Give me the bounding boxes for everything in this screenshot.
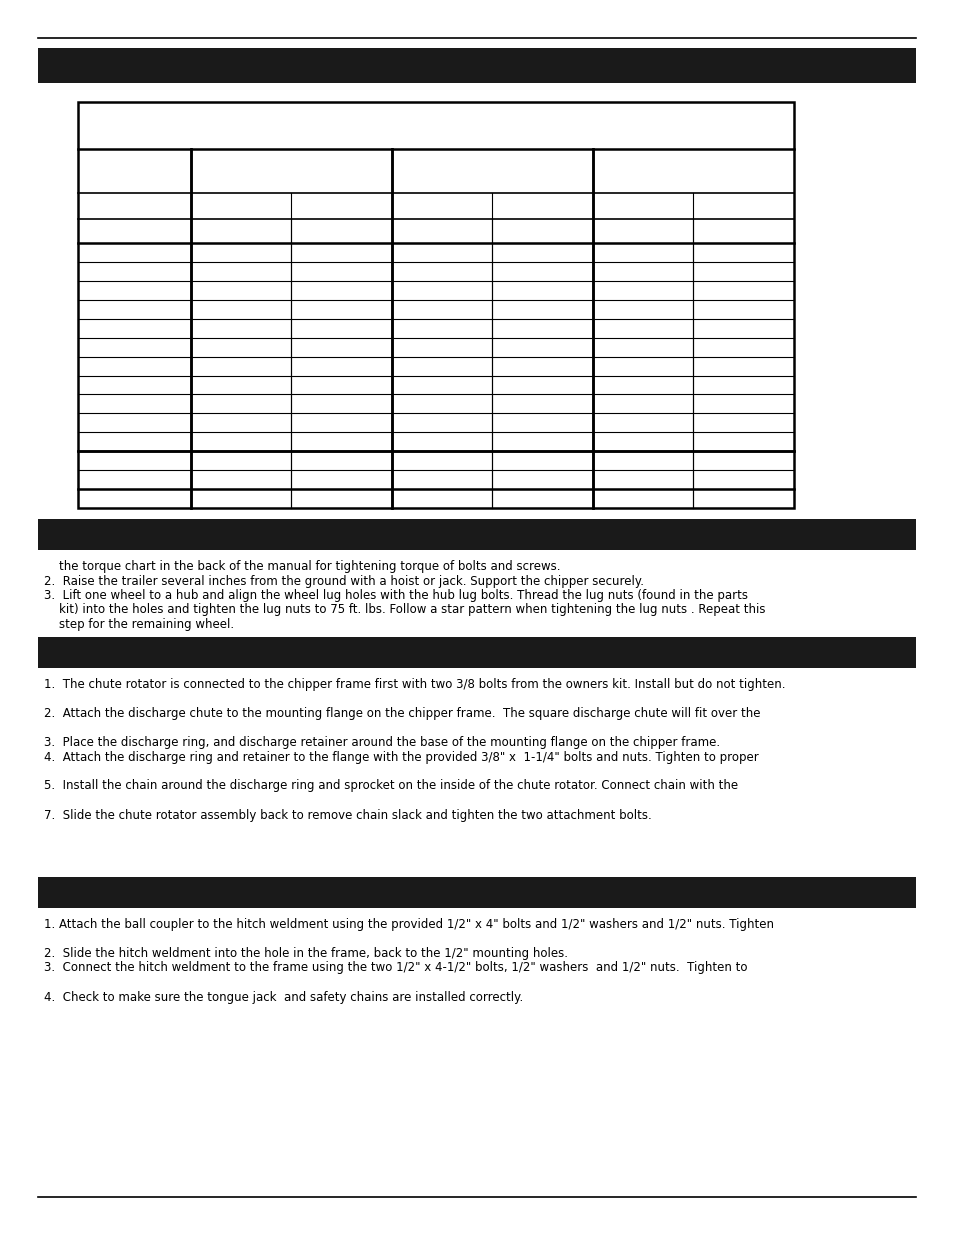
Text: 2.  Attach the discharge chute to the mounting flange on the chipper frame.  The: 2. Attach the discharge chute to the mou…	[44, 706, 760, 720]
Text: 2.  Raise the trailer several inches from the ground with a hoist or jack. Suppo: 2. Raise the trailer several inches from…	[44, 574, 643, 588]
Bar	[38, 637, 915, 668]
Text: step for the remaining wheel.: step for the remaining wheel.	[44, 618, 233, 631]
Text: 1.  The chute rotator is connected to the chipper frame first with two 3/8 bolts: 1. The chute rotator is connected to the…	[44, 678, 784, 692]
Bar	[38, 877, 915, 908]
Text: kit) into the holes and tighten the lug nuts to 75 ft. lbs. Follow a star patter: kit) into the holes and tighten the lug …	[44, 604, 764, 616]
Bar	[38, 519, 915, 550]
Text: 3.  Place the discharge ring, and discharge retainer around the base of the moun: 3. Place the discharge ring, and dischar…	[44, 736, 720, 748]
Text: 2.  Slide the hitch weldment into the hole in the frame, back to the 1/2" mounti: 2. Slide the hitch weldment into the hol…	[44, 947, 567, 960]
Bar	[78, 103, 793, 508]
Text: 5.  Install the chain around the discharge ring and sprocket on the inside of th: 5. Install the chain around the discharg…	[44, 779, 738, 793]
Text: 4.  Attach the discharge ring and retainer to the flange with the provided 3/8" : 4. Attach the discharge ring and retaine…	[44, 751, 758, 763]
Text: 3.  Connect the hitch weldment to the frame using the two 1/2" x 4-1/2" bolts, 1: 3. Connect the hitch weldment to the fra…	[44, 962, 747, 974]
Text: 4.  Check to make sure the tongue jack  and safety chains are installed correctl: 4. Check to make sure the tongue jack an…	[44, 990, 522, 1004]
Bar	[38, 48, 915, 83]
Text: 7.  Slide the chute rotator assembly back to remove chain slack and tighten the : 7. Slide the chute rotator assembly back…	[44, 809, 651, 821]
Text: the torque chart in the back of the manual for tightening torque of bolts and sc: the torque chart in the back of the manu…	[44, 559, 560, 573]
Text: 3.  Lift one wheel to a hub and align the wheel lug holes with the hub lug bolts: 3. Lift one wheel to a hub and align the…	[44, 589, 747, 601]
Text: 1. Attach the ball coupler to the hitch weldment using the provided 1/2" x 4" bo: 1. Attach the ball coupler to the hitch …	[44, 918, 773, 931]
